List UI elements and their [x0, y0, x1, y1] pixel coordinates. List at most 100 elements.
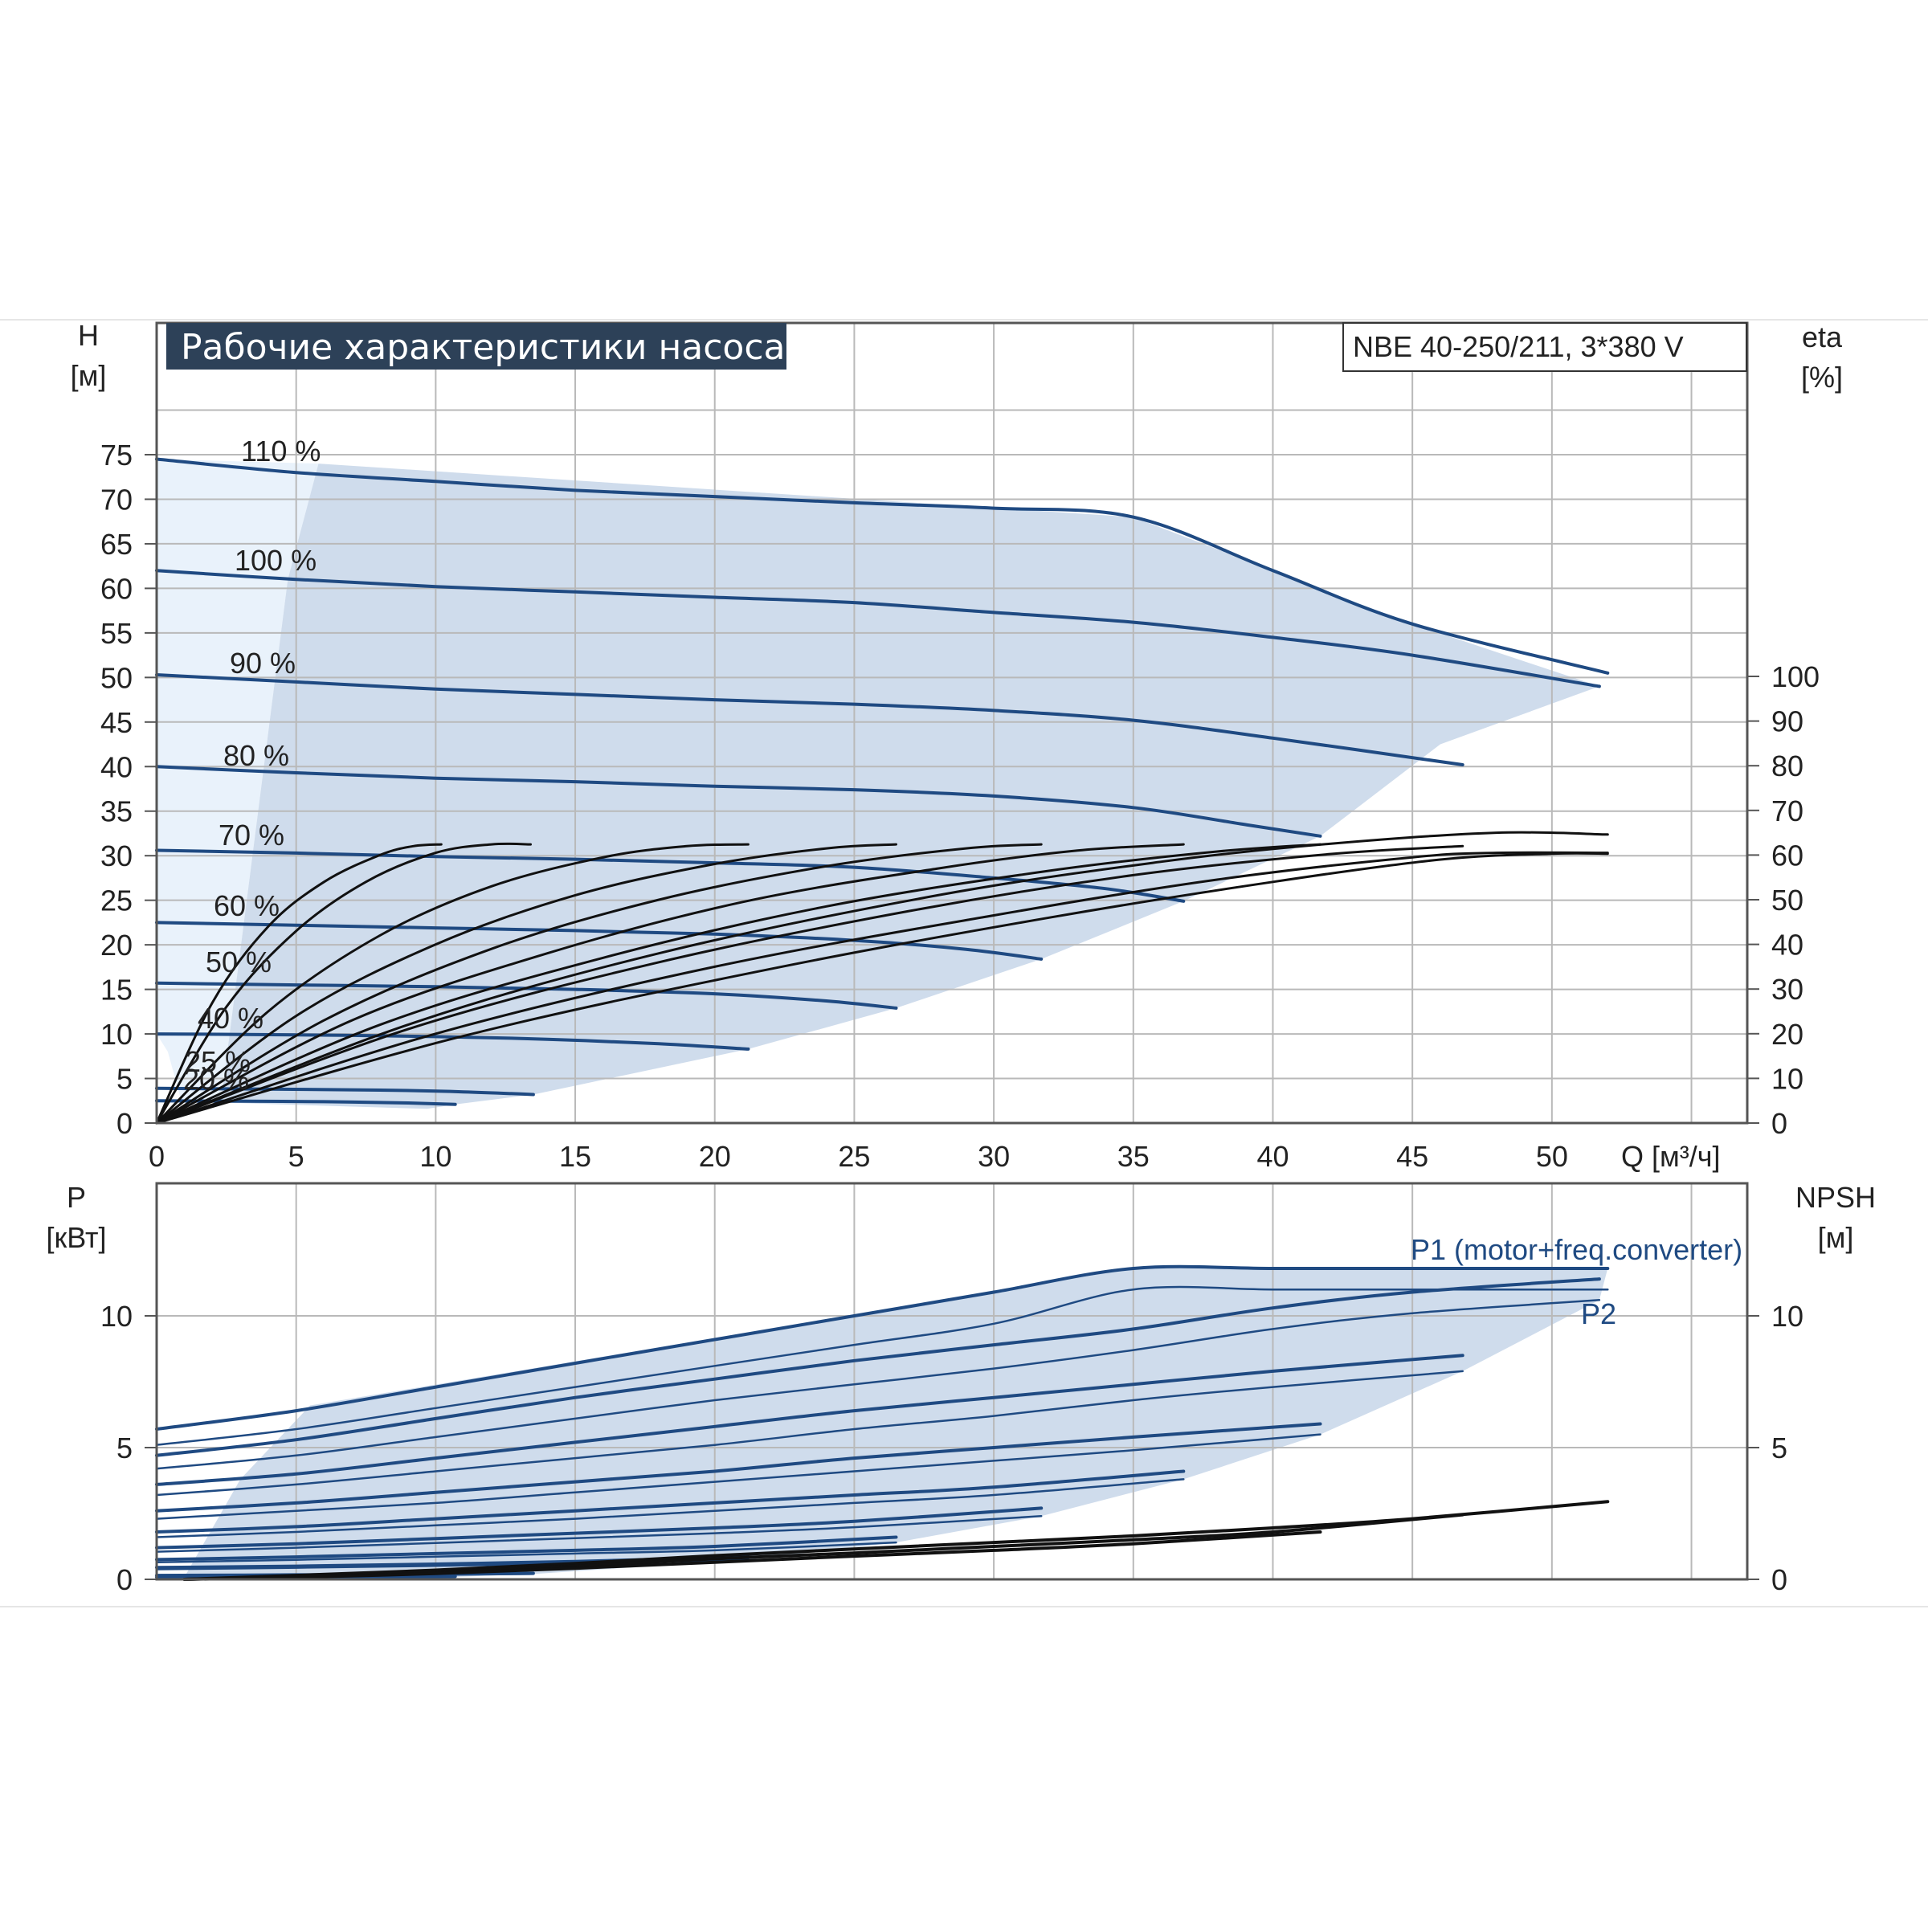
eta-y-tick-label: 60 [1771, 839, 1803, 872]
speed-labels: 110 % 100 % 90 % 80 % 70 % 60 % 50 % 40 % 25 %20… [183, 435, 321, 1096]
head-x-tick-label: 40 [1256, 1140, 1289, 1173]
power-axis-labels: 0 5 10 0 5 10 P NPSH [кВт] [м] [46, 1181, 1876, 1596]
p2-curve-6 [155, 1541, 897, 1563]
head-curve-3 [155, 765, 1322, 838]
speed-label-5: 60 % [214, 889, 280, 922]
head-y-axis-label: H [78, 319, 99, 352]
eta-axis-label: [%] [1801, 361, 1843, 394]
eta-y-tick-label: 100 [1771, 660, 1820, 693]
eta-curve-1 [155, 842, 532, 1125]
head-x-tick-label: 45 [1396, 1140, 1428, 1173]
head-y-tick-label: 75 [100, 439, 133, 472]
head-y-tick-label: 50 [100, 661, 133, 694]
head-curve-4 [155, 848, 1186, 903]
head-x-tick-label: 25 [838, 1140, 870, 1173]
head-curve-0 [155, 457, 1610, 675]
title-badge [166, 323, 786, 370]
eta-y-tick-label: 90 [1771, 705, 1803, 738]
efficiency-curves [155, 831, 1609, 1125]
head-y-tick-label: 55 [100, 617, 133, 650]
head-y-axis-label: [м] [71, 359, 107, 392]
head-y-tick-label: 30 [100, 839, 133, 872]
head-curve-2 [155, 673, 1464, 766]
head-x-tick-label: 5 [288, 1140, 304, 1173]
speed-label-7: 40 % [198, 1002, 263, 1035]
chart-title: Рабочие характеристики насоса [181, 327, 785, 368]
p1-curve-0 [155, 1264, 1610, 1431]
eta-y-tick-label: 70 [1771, 794, 1803, 827]
eta-y-tick-label: 50 [1771, 884, 1803, 917]
eta-y-tick-label: 0 [1771, 1107, 1787, 1140]
head-plot-frame [155, 321, 1749, 1125]
p1-curve-4 [155, 1469, 1186, 1534]
eta-y-tick-label: 10 [1771, 1062, 1803, 1095]
p1-annotation: P1 (motor+freq.converter) [1411, 1233, 1742, 1266]
power-y-axis-label: [кВт] [46, 1221, 106, 1254]
npsh-curve-2 [182, 1530, 1322, 1581]
power-area-range [184, 1268, 1608, 1577]
model-box [1342, 322, 1747, 372]
eta-y-tick-label: 20 [1771, 1018, 1803, 1051]
head-y-tick-label: 0 [116, 1107, 133, 1140]
power-y-tick-label: 0 [116, 1563, 133, 1596]
p1-curve-5 [155, 1506, 1044, 1550]
p1-curve-6 [155, 1535, 898, 1562]
p2-curve-0 [155, 1285, 1609, 1446]
head-x-tick-label: 20 [699, 1140, 731, 1173]
head-area-light [157, 459, 319, 1103]
speed-label-6: 50 % [206, 946, 272, 978]
eta-y-tick-label: 80 [1771, 750, 1803, 782]
head-curve-1 [155, 569, 1601, 688]
eta-curve-8 [155, 851, 1609, 1125]
npsh-y-tick-label: 0 [1771, 1563, 1787, 1596]
speed-label-9: 20 % [183, 1063, 249, 1096]
head-grid [157, 323, 1747, 1123]
p2-curve-3 [155, 1433, 1321, 1520]
speed-label-2: 90 % [230, 647, 296, 680]
eta-curve-9 [155, 852, 1609, 1125]
power-plot-frame [155, 1182, 1749, 1581]
speed-label-1: 100 % [235, 544, 317, 577]
head-x-tick-label: 15 [559, 1140, 591, 1173]
speed-label-0: 110 % [241, 435, 321, 468]
npsh-y-tick-label: 10 [1771, 1300, 1803, 1333]
eta-curve-7 [155, 844, 1464, 1125]
head-x-axis-label: Q [м³/ч] [1621, 1140, 1721, 1173]
head-axis-labels: 0510152025303540455055606570750102030405… [71, 319, 1843, 1173]
head-y-tick-label: 5 [116, 1063, 133, 1096]
npsh-curves [182, 1500, 1610, 1581]
p1-curve-1 [155, 1277, 1601, 1457]
head-curve-6 [155, 981, 898, 1010]
npsh-axis-label: NPSH [1795, 1181, 1876, 1214]
head-x-tick-label: 10 [419, 1140, 451, 1173]
power-operating-area [184, 1268, 1608, 1577]
speed-label-3: 80 % [223, 739, 289, 772]
eta-y-tick-label: 30 [1771, 973, 1803, 1006]
npsh-y-tick-label: 5 [1771, 1432, 1787, 1464]
head-curve-7 [155, 1032, 750, 1051]
eta-curve-0 [155, 843, 443, 1125]
power-y-axis-label: P [67, 1181, 86, 1214]
p2-annotation: P2 [1581, 1297, 1616, 1330]
head-y-tick-label: 70 [100, 483, 133, 516]
p1-curve-3 [155, 1422, 1322, 1513]
eta-curve-10 [155, 831, 1609, 1125]
power-y-tick-label: 5 [116, 1432, 133, 1464]
eta-curve-4 [155, 843, 1043, 1125]
p2-curve-5 [155, 1515, 1043, 1553]
head-frame [155, 321, 1749, 1125]
head-x-tick-label: 30 [978, 1140, 1010, 1173]
head-x-tick-label: 50 [1536, 1140, 1568, 1173]
head-y-tick-label: 60 [100, 572, 133, 605]
head-y-tick-label: 65 [100, 528, 133, 561]
power-grid [157, 1183, 1747, 1579]
eta-curve-2 [155, 843, 750, 1125]
eta-curve-5 [155, 843, 1185, 1125]
p1-curve-2 [155, 1354, 1464, 1486]
head-x-tick-label: 0 [149, 1140, 165, 1173]
head-y-tick-label: 35 [100, 795, 133, 828]
p2-curve-1 [155, 1299, 1601, 1470]
speed-label-4: 70 % [219, 819, 284, 852]
